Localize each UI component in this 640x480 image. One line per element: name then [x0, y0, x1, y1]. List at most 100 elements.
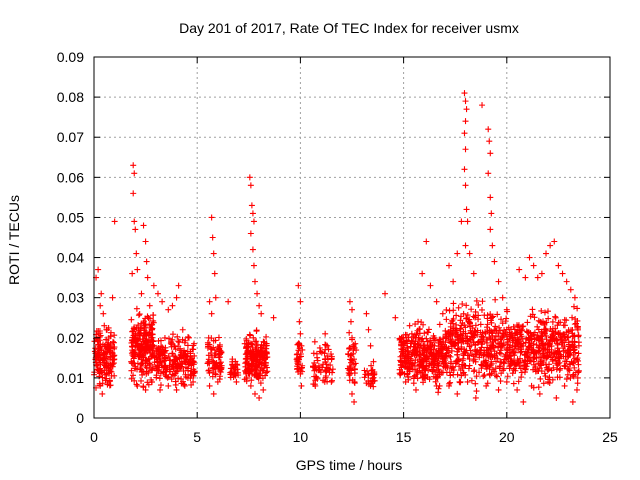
data-point [492, 323, 499, 330]
data-point [509, 330, 516, 337]
data-point [511, 342, 518, 349]
data-point [485, 126, 492, 133]
chart-title: Day 201 of 2017, Rate Of TEC Index for r… [179, 20, 519, 36]
data-point [150, 312, 157, 319]
data-point [171, 357, 178, 364]
data-point [488, 319, 495, 326]
data-point [498, 316, 505, 323]
data-point [567, 286, 574, 293]
data-point [246, 174, 253, 181]
data-point [256, 302, 263, 309]
data-point [101, 367, 108, 374]
data-point [517, 327, 524, 334]
data-point [510, 380, 517, 387]
data-point [363, 380, 370, 387]
data-point [328, 356, 335, 363]
data-point [518, 346, 525, 353]
data-point [545, 315, 552, 322]
data-point [157, 386, 164, 393]
axis-ticks [93, 56, 611, 419]
data-point [564, 371, 571, 378]
data-point [496, 341, 503, 348]
data-point [478, 361, 485, 368]
data-point [150, 282, 157, 289]
data-point [487, 150, 494, 157]
data-point [133, 250, 140, 257]
data-point [313, 366, 320, 373]
data-point [431, 357, 438, 364]
data-point [249, 210, 256, 217]
data-point [539, 358, 546, 365]
data-point [573, 356, 580, 363]
data-point [460, 310, 467, 317]
data-point [130, 190, 137, 197]
data-point [297, 330, 304, 337]
data-point [532, 366, 539, 373]
data-point [573, 320, 580, 327]
data-point [177, 351, 184, 358]
data-point [503, 315, 510, 322]
data-point [406, 366, 413, 373]
data-point [147, 325, 154, 332]
data-point [309, 363, 316, 370]
data-point [207, 345, 214, 352]
x-tick-label: 15 [396, 429, 412, 445]
data-point [569, 314, 576, 321]
data-point [426, 362, 433, 369]
data-point [543, 250, 550, 257]
data-point [208, 346, 215, 353]
data-point [569, 398, 576, 405]
data-point [99, 374, 106, 381]
data-point [427, 346, 434, 353]
data-point [466, 322, 473, 329]
data-point [159, 298, 166, 305]
data-point [260, 386, 267, 393]
data-point [455, 337, 462, 344]
data-point [324, 352, 331, 359]
data-point [514, 322, 521, 329]
data-point [486, 138, 493, 145]
data-point [446, 262, 453, 269]
data-point [519, 336, 526, 343]
data-point [454, 351, 461, 358]
data-point [135, 347, 142, 354]
data-point [408, 330, 415, 337]
data-point [96, 330, 103, 337]
data-point [571, 332, 578, 339]
data-point [227, 374, 234, 381]
data-point [456, 325, 463, 332]
data-point [501, 353, 508, 360]
data-point [134, 266, 141, 273]
data-point [489, 314, 496, 321]
data-point [507, 333, 514, 340]
data-point [457, 367, 464, 374]
data-point [138, 290, 145, 297]
data-point [459, 300, 466, 307]
data-point [447, 323, 454, 330]
data-point [210, 250, 217, 257]
data-point [513, 361, 520, 368]
data-point [145, 369, 152, 376]
data-point [448, 347, 455, 354]
data-point [161, 363, 168, 370]
data-point [188, 381, 195, 388]
data-point [515, 378, 522, 385]
data-point [455, 304, 462, 311]
data-point [402, 331, 409, 338]
data-point [574, 374, 581, 381]
data-point [253, 342, 260, 349]
data-point [443, 350, 450, 357]
data-point [461, 90, 468, 97]
data-point [321, 350, 328, 357]
data-point [566, 360, 573, 367]
data-point [479, 298, 486, 305]
data-point [91, 338, 98, 345]
data-point [547, 242, 554, 249]
data-point [131, 377, 138, 384]
data-point [574, 369, 581, 376]
data-point [133, 305, 140, 312]
data-point [560, 345, 567, 352]
data-point [351, 370, 358, 377]
data-point [107, 382, 114, 389]
data-point [95, 367, 102, 374]
